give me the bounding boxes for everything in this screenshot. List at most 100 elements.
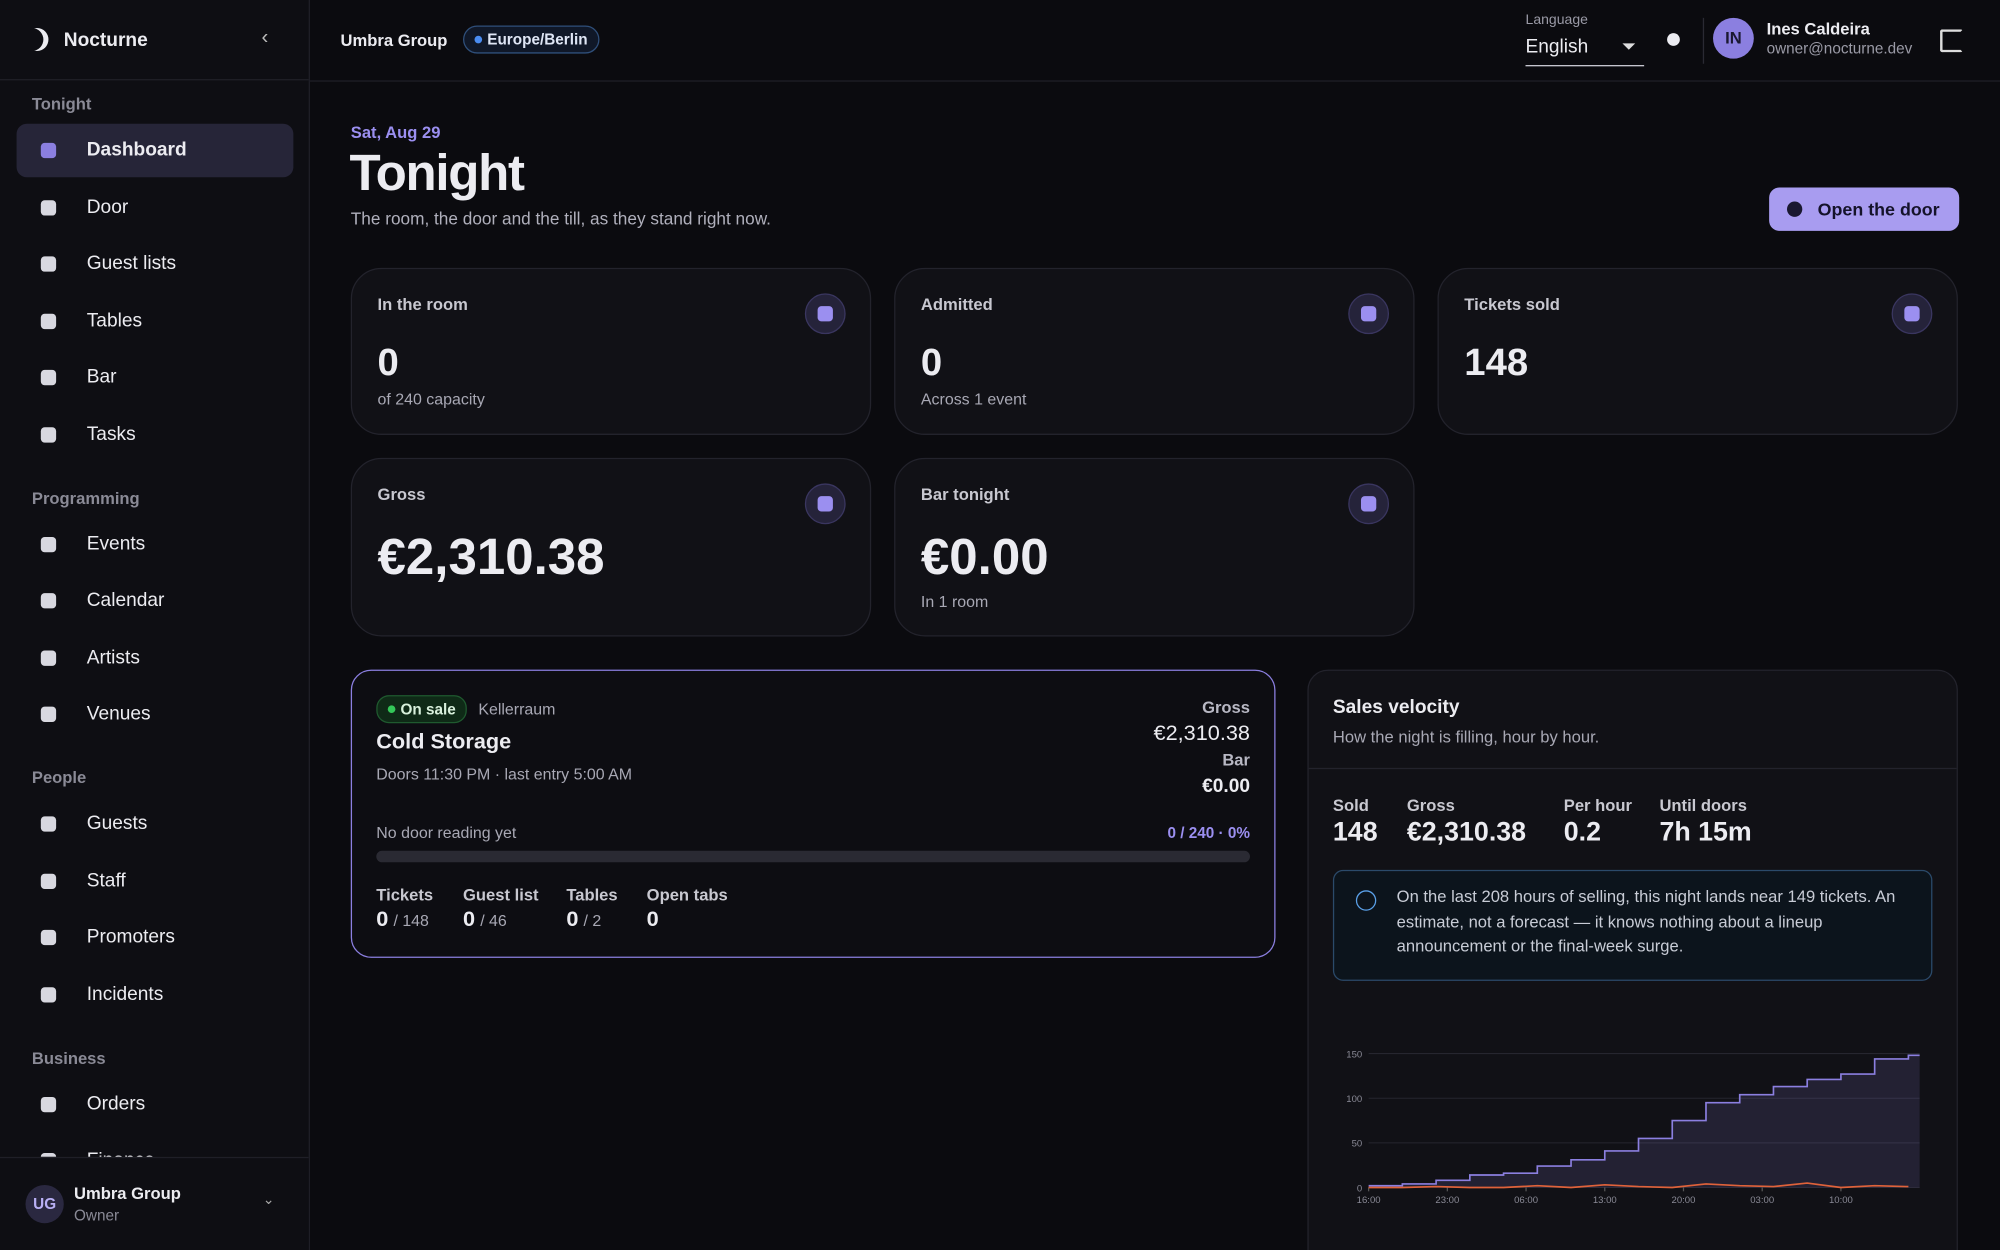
note-text: On the last 208 hours of selling, this n…: [1396, 886, 1896, 956]
icon-shape: [40, 706, 57, 722]
icon: [40, 593, 57, 609]
nav-item[interactable]: Events: [17, 517, 294, 571]
button-label: Open the door: [1817, 198, 1940, 220]
event-room: Kellerraum: [478, 700, 556, 719]
gross-value: €2,310.38: [1153, 720, 1250, 745]
icon-shape: [1360, 496, 1377, 512]
timezone-pill: Europe/Berlin: [463, 25, 600, 54]
stat-label: Bar tonight: [920, 484, 1010, 504]
stat-icon: [804, 483, 846, 525]
stat-label: Admitted: [920, 294, 993, 314]
brand-name: Nocturne: [63, 29, 148, 52]
nav-item[interactable]: Calendar: [17, 574, 294, 628]
velocity-subtitle: How the night is filling, hour by hour.: [1332, 727, 1600, 747]
user-email: owner@nocturne.dev: [1766, 39, 1913, 58]
count-total: / 2: [583, 911, 602, 930]
icon: [817, 496, 833, 512]
icon-shape: [40, 536, 57, 552]
header: Umbra Group Europe/Berlin Language English I…: [309, 0, 2000, 82]
nav-item[interactable]: Door: [17, 180, 294, 234]
metric-label: Until doors: [1659, 795, 1747, 816]
estimate-note: On the last 208 hours of selling, this n…: [1332, 869, 1933, 981]
brand-logo: [26, 28, 49, 51]
theme-toggle[interactable]: [1663, 29, 1683, 49]
nav-item[interactable]: Tables: [17, 294, 294, 348]
icon: [40, 706, 57, 722]
stat-icon: [1348, 293, 1390, 335]
icon-shape: [40, 816, 57, 832]
icon: [40, 426, 57, 442]
nav-item[interactable]: Guest lists: [17, 237, 294, 291]
icon-shape: [40, 649, 57, 666]
sidebar-nav: Tonight Dashboard Door Guest lists Tables Bar…: [0, 80, 309, 1157]
stat-label: In the room: [377, 294, 468, 314]
icon-shape: [40, 1096, 57, 1112]
nav-item[interactable]: Incidents: [17, 967, 294, 1021]
count-value-row: 0/ 46: [463, 907, 507, 933]
language-label: Language: [1525, 12, 1588, 29]
metric-value: €2,310.38: [1406, 817, 1527, 847]
nav-label: Guests: [86, 812, 148, 835]
icon: [40, 256, 57, 272]
icon: [40, 649, 57, 666]
icon: [1360, 306, 1377, 322]
logout-button[interactable]: [1940, 29, 1964, 53]
stat-card: Admitted 0 Across 1 event: [894, 267, 1415, 435]
icon: [40, 199, 57, 215]
icon: [40, 369, 57, 386]
stat-value: €2,310.38: [377, 529, 605, 586]
icon-shape: [40, 929, 57, 946]
nav-item[interactable]: Staff: [17, 854, 294, 908]
icon: [40, 816, 57, 832]
nav-label: Artists: [86, 646, 140, 668]
language-select[interactable]: English: [1525, 33, 1645, 67]
nav-item[interactable]: Bar: [17, 351, 294, 405]
stat-note: Across 1 event: [920, 390, 1027, 409]
bar-label: Bar: [1222, 749, 1250, 770]
icon-shape: [40, 142, 57, 159]
count-value: 0: [646, 906, 659, 932]
icon-shape: [40, 256, 57, 272]
nav-item[interactable]: Dashboard: [16, 123, 294, 178]
door-note: No door reading yet: [376, 823, 517, 842]
icon: [1360, 496, 1377, 512]
icon: [1786, 201, 1803, 217]
icon-shape: [40, 1153, 57, 1157]
section-title: Business: [31, 1047, 106, 1067]
icon-shape: [40, 986, 57, 1002]
count-value: 0: [463, 906, 476, 932]
nav-item[interactable]: Finance: [17, 1134, 294, 1157]
nav-item[interactable]: Orders: [17, 1077, 294, 1131]
count-value-row: 0/ 148: [376, 907, 429, 933]
count-value: 0: [376, 906, 389, 932]
icon-shape: [40, 369, 57, 386]
velocity-title: Sales velocity: [1332, 696, 1460, 719]
nav-label: Venues: [86, 702, 151, 725]
count-total: / 46: [480, 911, 507, 930]
stat-card: Gross €2,310.38: [350, 457, 872, 637]
collapse-button[interactable]: ‹: [261, 26, 269, 49]
icon-shape: [40, 313, 57, 329]
icon: [1904, 306, 1920, 322]
nav-item[interactable]: Venues: [17, 687, 294, 741]
header-divider: [1702, 17, 1705, 64]
velocity-divider: [1308, 767, 1957, 770]
org-switcher[interactable]: UG Umbra Group Owner ⌄: [0, 1156, 309, 1250]
status-dot: [387, 705, 396, 714]
org-avatar: UG: [25, 1184, 64, 1224]
open-door-button[interactable]: Open the door: [1769, 187, 1960, 231]
nav-label: Orders: [86, 1092, 146, 1115]
count-label: Open tabs: [646, 885, 728, 905]
sun-core: [1667, 33, 1680, 46]
nav-item[interactable]: Guests: [17, 797, 294, 851]
nav-item[interactable]: Tasks: [17, 408, 294, 462]
icon-shape: [817, 306, 833, 322]
progress-track: [376, 850, 1250, 863]
icon-shape: [40, 199, 57, 215]
count-label: Tables: [566, 885, 618, 905]
nav-item[interactable]: Promoters: [17, 911, 294, 965]
section-title: Programming: [31, 487, 140, 508]
event-card[interactable]: On sale Kellerraum Cold Storage Doors 11:30…: [350, 669, 1276, 958]
nav-item[interactable]: Artists: [17, 631, 294, 685]
